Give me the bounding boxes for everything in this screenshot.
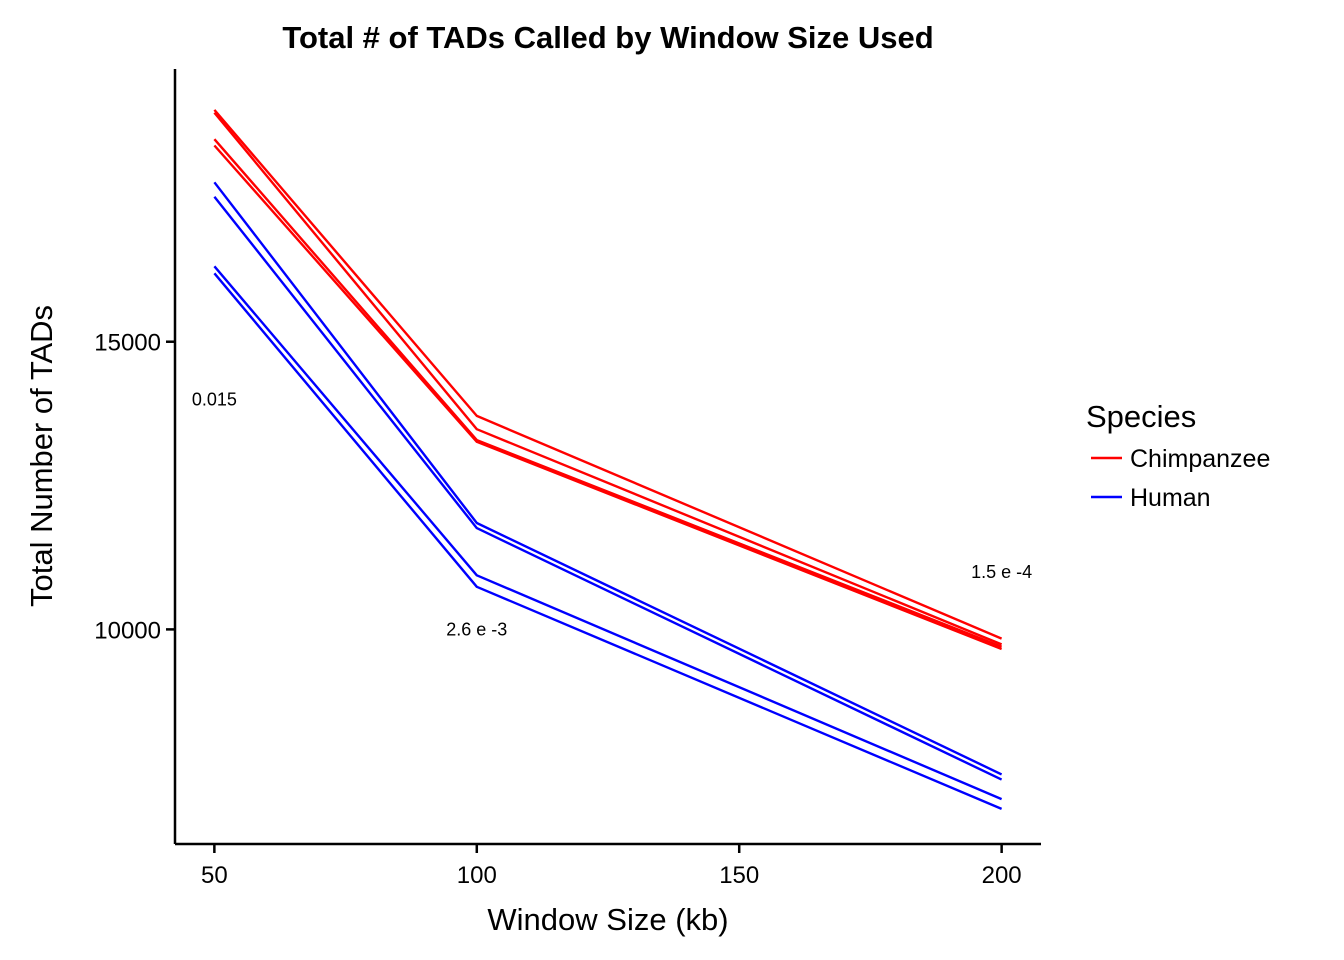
x-axis-title: Window Size (kb): [487, 902, 728, 937]
chart-title: Total # of TADs Called by Window Size Us…: [282, 20, 933, 55]
x-tick-label: 150: [719, 862, 759, 889]
series-line-chimpanzee-2: [213, 111, 1003, 646]
plot-area: 0.015 2.6 e -3 1.5 e -4: [192, 109, 1032, 811]
annotation-label: 1.5 e -4: [971, 562, 1032, 582]
y-axis-ticks: 10000 15000: [94, 330, 175, 644]
series-line-chimpanzee-3: [213, 138, 1003, 648]
series-line-chimpanzee-4: [213, 144, 1003, 651]
x-tick-label: 50: [201, 862, 228, 889]
series-line-human-5: [213, 181, 1003, 776]
series-line-chimpanzee-1: [213, 109, 1003, 640]
series-line-human-8: [213, 272, 1003, 811]
x-tick-label: 100: [457, 862, 497, 889]
legend-label-human: Human: [1130, 484, 1211, 512]
y-tick-label: 15000: [94, 330, 161, 357]
annotation-label: 0.015: [192, 389, 237, 409]
series-line-human-6: [213, 195, 1003, 781]
y-axis-title: Total Number of TADs: [24, 305, 59, 607]
x-tick-label: 200: [982, 862, 1022, 889]
legend-label-chimpanzee: Chimpanzee: [1130, 445, 1270, 473]
x-axis-ticks: 50 100 150 200: [201, 844, 1022, 889]
series-line-human-7: [213, 265, 1003, 801]
y-tick-label: 10000: [94, 617, 161, 644]
legend: Species Chimpanzee Human: [1086, 399, 1270, 512]
legend-title: Species: [1086, 399, 1196, 434]
annotation-label: 2.6 e -3: [446, 619, 507, 639]
